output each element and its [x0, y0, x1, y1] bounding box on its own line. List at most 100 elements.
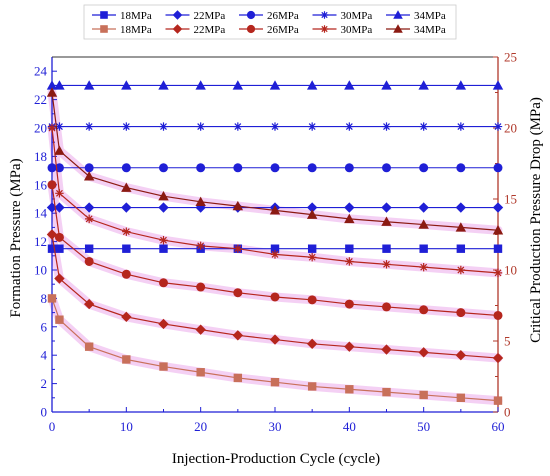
drop-point-26MPa-0 — [47, 180, 57, 190]
formation-point-22MPa-8 — [306, 202, 318, 213]
drop-point-30MPa-3 — [122, 227, 131, 236]
legend-drop-marker-26MPa — [246, 24, 256, 34]
drop-line-22MPa — [51, 234, 499, 359]
drop-point-26MPa-9 — [344, 299, 354, 309]
y-left-tick-label-6: 6 — [41, 319, 48, 334]
formation-point-26MPa-4 — [159, 163, 168, 173]
y-right-tick-label-10: 10 — [504, 263, 517, 278]
y-left-tick-label-2: 2 — [41, 376, 48, 391]
formation-point-18MPa-10 — [382, 244, 391, 253]
drop-point-26MPa-13 — [493, 310, 503, 320]
y-left-tick-label-8: 8 — [41, 291, 48, 306]
drop-point-18MPa-6 — [233, 373, 243, 383]
formation-point-22MPa-13 — [492, 202, 504, 213]
drop-point-26MPa-8 — [307, 295, 317, 305]
drop-point-34MPa-1 — [54, 145, 65, 155]
drop-point-34MPa-6 — [232, 200, 244, 211]
legend-drop-label-22MPa: 22MPa — [194, 24, 226, 36]
formation-point-18MPa-9 — [345, 244, 354, 253]
legend-drop-label-18MPa: 18MPa — [120, 24, 152, 36]
formation-point-22MPa-4 — [158, 202, 169, 213]
formation-point-18MPa-11 — [419, 244, 428, 253]
drop-point-22MPa-5 — [195, 324, 206, 335]
drop-point-18MPa-2 — [84, 342, 94, 351]
drop-point-22MPa-10 — [381, 344, 392, 355]
y-right-tick-label-5: 5 — [504, 334, 511, 349]
formation-point-26MPa-10 — [382, 163, 391, 173]
drop-point-26MPa-1 — [54, 232, 64, 242]
drop-point-34MPa-0 — [46, 87, 58, 97]
drop-point-30MPa-10 — [382, 260, 391, 269]
formation-point-34MPa-2 — [83, 80, 95, 90]
drop-point-26MPa-12 — [456, 308, 466, 318]
drop-point-30MPa-8 — [307, 253, 317, 262]
drop-point-30MPa-9 — [345, 257, 354, 266]
drop-point-18MPa-4 — [159, 362, 168, 371]
drop-point-18MPa-9 — [345, 385, 354, 394]
formation-point-22MPa-10 — [381, 202, 392, 213]
legend-formation-marker-22MPa — [172, 10, 183, 20]
drop-point-18MPa-8 — [307, 382, 317, 391]
formation-point-30MPa-9 — [345, 122, 354, 131]
drop-point-22MPa-12 — [455, 350, 467, 361]
formation-point-34MPa-0 — [46, 80, 58, 90]
formation-point-18MPa-4 — [159, 244, 168, 253]
formation-point-22MPa-2 — [83, 202, 95, 213]
formation-point-18MPa-2 — [84, 244, 94, 253]
drop-point-26MPa-2 — [84, 256, 94, 266]
drop-point-18MPa-0 — [47, 294, 57, 303]
legend-formation-marker-34MPa — [393, 10, 403, 19]
x-tick-label-40: 40 — [343, 419, 356, 434]
formation-point-26MPa-3 — [121, 163, 131, 173]
drop-point-34MPa-4 — [158, 190, 169, 201]
y-left-tick-label-12: 12 — [34, 234, 47, 249]
formation-point-30MPa-1 — [55, 122, 64, 131]
formation-point-26MPa-13 — [493, 163, 503, 173]
drop-point-34MPa-10 — [381, 216, 392, 226]
y-left-tick-label-10: 10 — [34, 263, 47, 278]
y-left-tick-label-14: 14 — [34, 206, 48, 221]
formation-point-26MPa-2 — [84, 163, 94, 173]
drop-point-18MPa-12 — [456, 393, 466, 402]
formation-point-34MPa-5 — [195, 80, 206, 90]
formation-point-34MPa-9 — [344, 80, 355, 90]
drop-line-30MPa — [51, 127, 499, 274]
drop-point-26MPa-5 — [196, 282, 206, 292]
formation-point-34MPa-10 — [381, 80, 392, 90]
drop-point-18MPa-3 — [122, 355, 131, 364]
drop-point-22MPa-4 — [158, 318, 169, 330]
formation-point-34MPa-13 — [492, 80, 504, 90]
drop-point-22MPa-0 — [46, 229, 58, 240]
drop-point-22MPa-13 — [492, 352, 504, 364]
formation-point-22MPa-9 — [344, 202, 355, 213]
drop-point-22MPa-11 — [418, 347, 429, 358]
formation-point-34MPa-8 — [306, 80, 318, 90]
drop-point-30MPa-4 — [159, 235, 168, 245]
legend-drop-label-30MPa: 30MPa — [341, 24, 373, 36]
drop-point-30MPa-13 — [493, 268, 503, 278]
formation-point-34MPa-1 — [54, 80, 65, 90]
legend: 18MPa 22MPa 26MPa 30MPa 34MPa 18MPa 22MPa 26MPa… — [83, 4, 457, 40]
formation-point-30MPa-11 — [419, 122, 428, 131]
formation-point-26MPa-5 — [196, 163, 206, 173]
legend-formation-label-22MPa: 22MPa — [194, 10, 226, 22]
formation-point-34MPa-6 — [232, 80, 244, 90]
formation-point-30MPa-7 — [270, 122, 280, 131]
formation-point-22MPa-11 — [418, 202, 429, 213]
formation-point-26MPa-7 — [270, 163, 280, 173]
drop-point-30MPa-7 — [270, 250, 280, 259]
drop-line-34MPa — [51, 92, 499, 231]
formation-point-26MPa-0 — [47, 163, 57, 173]
formation-point-30MPa-13 — [493, 122, 503, 131]
legend-formation-marker-18MPa — [100, 11, 108, 19]
drop-point-18MPa-5 — [196, 368, 205, 377]
legend-drop-marker-30MPa — [320, 25, 329, 33]
formation-point-26MPa-8 — [307, 163, 317, 173]
drop-point-18MPa-11 — [419, 390, 428, 400]
formation-point-30MPa-12 — [456, 122, 466, 131]
drop-point-22MPa-6 — [232, 330, 244, 341]
drop-point-18MPa-1 — [55, 315, 64, 324]
drop-point-30MPa-6 — [233, 244, 243, 253]
